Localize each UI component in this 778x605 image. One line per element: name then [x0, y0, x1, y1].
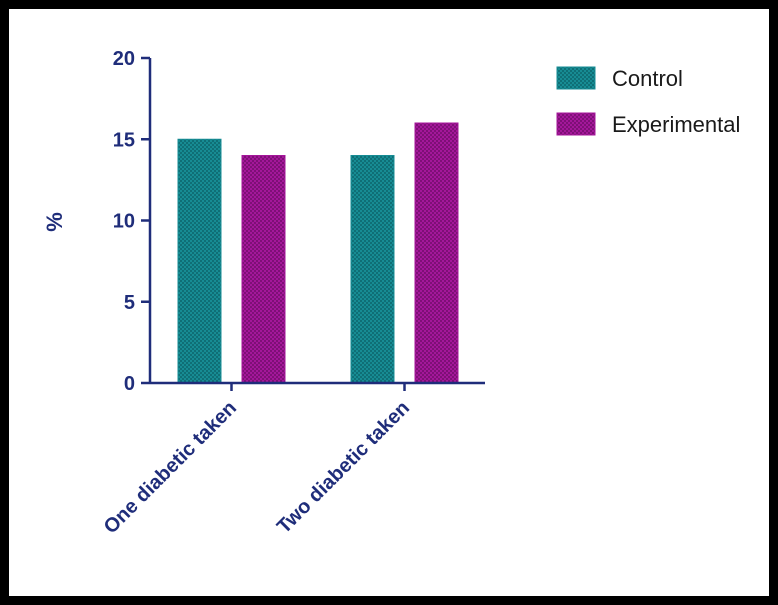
- bar-control-2: [350, 155, 395, 384]
- legend-label-experimental: Experimental: [612, 112, 740, 137]
- y-axis: 0 5 10 15 20: [113, 48, 152, 395]
- x-axis: One diabetic taken Two diabetic taken: [100, 381, 485, 538]
- legend-label-control: Control: [612, 66, 683, 91]
- y-axis-title: %: [42, 212, 67, 232]
- y-tick-label: 0: [124, 373, 135, 395]
- y-tick-label: 5: [124, 292, 135, 314]
- y-tick-label: 15: [113, 129, 135, 151]
- x-category-label: Two diabetic taken: [273, 397, 414, 538]
- bar-control-1: [177, 138, 222, 384]
- x-category-label: One diabetic taken: [100, 397, 241, 538]
- bar-experimental-1: [241, 155, 286, 384]
- y-tick-label: 10: [113, 211, 135, 233]
- bars-group: [177, 122, 459, 384]
- bar-experimental-2: [414, 122, 459, 384]
- legend-swatch-control: [556, 66, 596, 90]
- legend-swatch-experimental: [556, 112, 596, 136]
- legend: Control Experimental: [556, 66, 740, 137]
- y-tick-label: 20: [113, 48, 135, 70]
